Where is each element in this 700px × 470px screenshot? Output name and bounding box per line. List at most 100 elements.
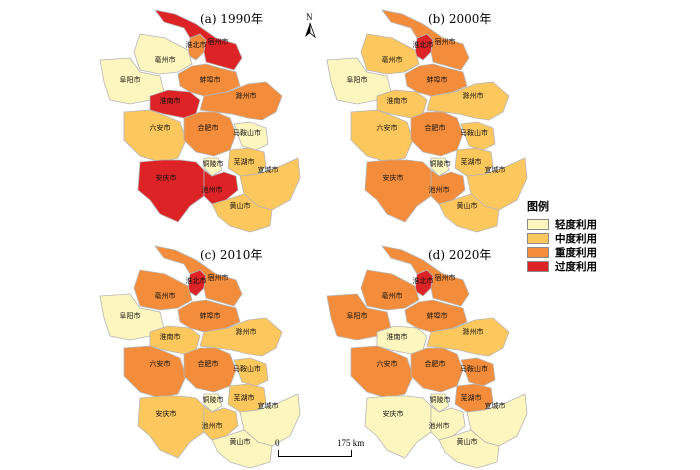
region-bengbu [404, 299, 468, 333]
city-label-anqing: 安庆市 [156, 409, 177, 418]
city-label-huangshan: 黄山市 [230, 201, 251, 210]
city-label-tongling: 铜陵市 [203, 159, 224, 168]
city-label-huainan: 淮南市 [160, 332, 181, 341]
region-bozhou [133, 269, 193, 311]
region-huangshan [211, 193, 273, 233]
region-tongling [430, 393, 450, 413]
north-label: N [306, 12, 313, 22]
city-label-tongling: 铜陵市 [430, 395, 451, 404]
city-label-luan: 六安市 [150, 359, 171, 368]
city-label-huangshan: 黄山市 [230, 437, 251, 446]
region-bengbu [177, 299, 241, 333]
region-hefei [410, 347, 464, 393]
city-label-wuhu: 芜湖市 [461, 157, 482, 166]
city-label-chuzhou: 滁州市 [236, 91, 257, 100]
region-wuhu [454, 383, 494, 413]
city-label-hefei: 合肥市 [198, 359, 219, 368]
region-hefei [410, 111, 464, 157]
region-suzhou [381, 245, 470, 307]
city-label-huangshan: 黄山市 [457, 201, 478, 210]
legend-label: 中度利用 [555, 233, 597, 245]
city-label-huaibei: 淮北市 [186, 276, 207, 285]
city-label-bozhou: 亳州市 [155, 291, 176, 300]
scale-bar-zero: 0 [275, 438, 280, 448]
region-wuhu [454, 147, 494, 177]
city-label-suzhou: 宿州市 [208, 273, 229, 282]
region-hefei [183, 347, 237, 393]
city-label-wuhu: 芜湖市 [234, 157, 255, 166]
region-maanshan [233, 357, 269, 387]
region-bengbu [177, 63, 241, 97]
region-suzhou [154, 9, 243, 71]
scale-bar: 0 175 km [275, 438, 385, 464]
city-label-huaibei: 淮北市 [413, 40, 434, 49]
city-label-tongling: 铜陵市 [203, 395, 224, 404]
region-luan [123, 109, 187, 163]
city-label-luan: 六安市 [377, 359, 398, 368]
city-label-hefei: 合肥市 [425, 359, 446, 368]
scale-bar-tick [351, 450, 352, 457]
legend-swatch [527, 247, 549, 258]
legend-label: 过度利用 [555, 261, 597, 273]
city-label-fuyang: 阜阳市 [120, 75, 141, 84]
city-label-chuzhou: 滁州市 [463, 327, 484, 336]
city-label-fuyang: 阜阳市 [347, 75, 368, 84]
legend-swatch [527, 261, 549, 272]
region-huangshan [438, 193, 500, 233]
legend-item-medium: 中度利用 [527, 232, 647, 245]
region-wuhu [227, 383, 267, 413]
city-label-suzhou: 宿州市 [208, 37, 229, 46]
region-tongling [203, 393, 223, 413]
legend: 图例 轻度利用 中度利用 重度利用 过度利用 [527, 198, 647, 274]
region-chizhou [203, 405, 239, 441]
city-label-chizhou: 池州市 [429, 421, 450, 430]
region-bengbu [404, 63, 468, 97]
city-label-xuancheng: 宣城市 [258, 165, 279, 174]
region-maanshan [233, 121, 269, 151]
city-label-maanshan: 马鞍山市 [233, 128, 261, 137]
scale-bar-tick [278, 450, 279, 457]
city-label-chizhou: 池州市 [429, 185, 450, 194]
region-hefei [183, 111, 237, 157]
city-label-maanshan: 马鞍山市 [460, 128, 488, 137]
region-luan [123, 345, 187, 399]
city-label-huangshan: 黄山市 [457, 437, 478, 446]
region-suzhou [381, 9, 470, 71]
city-label-tongling: 铜陵市 [430, 159, 451, 168]
region-anqing [364, 395, 432, 459]
region-bozhou [360, 33, 420, 75]
legend-item-over: 过度利用 [527, 260, 647, 273]
legend-item-light: 轻度利用 [527, 218, 647, 231]
region-huangshan [211, 429, 273, 469]
scale-bar-line [278, 454, 352, 457]
city-label-hefei: 合肥市 [198, 123, 219, 132]
city-label-bengbu: 蚌埠市 [427, 75, 448, 84]
panel-title-d: (d) 2020年 [428, 248, 492, 262]
region-tongling [430, 157, 450, 177]
city-label-chuzhou: 滁州市 [236, 327, 257, 336]
city-label-xuancheng: 宣城市 [485, 165, 506, 174]
city-label-maanshan: 马鞍山市 [233, 364, 261, 373]
city-label-huaibei: 淮北市 [186, 40, 207, 49]
city-label-luan: 六安市 [150, 123, 171, 132]
legend-swatch [527, 233, 549, 244]
scale-bar-end: 175 km [337, 438, 365, 448]
city-label-bengbu: 蚌埠市 [200, 75, 221, 84]
city-label-maanshan: 马鞍山市 [460, 364, 488, 373]
region-anqing [364, 159, 432, 223]
region-bozhou [360, 269, 420, 311]
legend-swatch [527, 219, 549, 230]
region-bozhou [133, 33, 193, 75]
city-label-bozhou: 亳州市 [382, 291, 403, 300]
region-huangshan [438, 429, 500, 469]
city-label-fuyang: 阜阳市 [347, 311, 368, 320]
legend-title: 图例 [527, 200, 549, 213]
region-suzhou [154, 245, 243, 307]
city-label-fuyang: 阜阳市 [120, 311, 141, 320]
region-anqing [137, 159, 205, 223]
north-arrow-icon [305, 22, 316, 39]
city-label-huainan: 淮南市 [160, 96, 181, 105]
